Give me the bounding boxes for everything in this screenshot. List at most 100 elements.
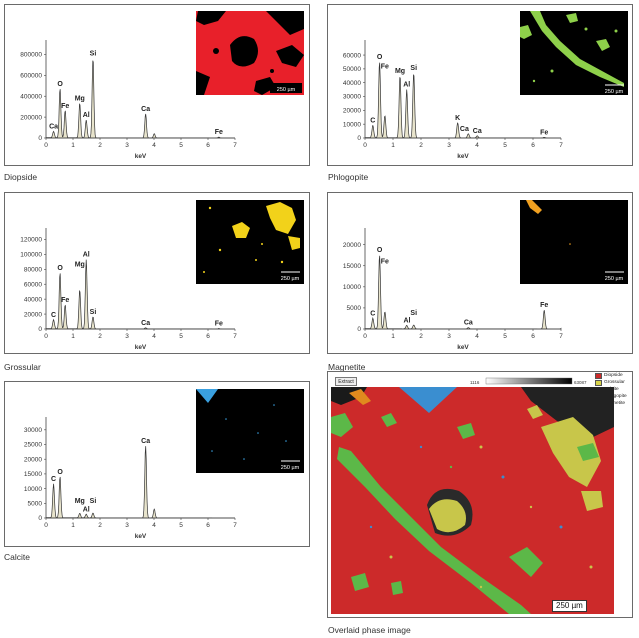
peak-label: C (51, 476, 56, 483)
caption-calcite: Calcite (4, 552, 30, 562)
peak-label: Ca (141, 438, 150, 445)
y-tick-label: 30000 (343, 94, 361, 101)
peak-label: C (370, 118, 375, 125)
x-tick-label: 1 (71, 142, 75, 149)
x-tick-label: 5 (503, 142, 507, 149)
y-tick-label: 25000 (24, 442, 42, 449)
peak-label: Ca (49, 124, 58, 131)
caption-grossular: Grossular (4, 362, 41, 372)
x-tick-label: 1 (71, 522, 75, 529)
peak-label: Mg (75, 498, 85, 505)
colorbar-max-label: 63087 (574, 380, 587, 385)
x-tick-label: 2 (98, 142, 102, 149)
x-tick-label: 3 (447, 333, 451, 340)
x-axis-label: keV (457, 153, 469, 160)
spectrum-chart-phlogopite: 0 1 2 3 4 5 6 7 0 10000 20000 30000 40000 50000 60000 k… (343, 40, 563, 160)
x-tick-label: 0 (44, 142, 48, 149)
map-scale-label: 250 µm (281, 276, 300, 282)
y-tick-label: 30000 (24, 427, 42, 434)
x-tick-label: 5 (179, 333, 183, 340)
x-tick-label: 6 (206, 142, 210, 149)
element-map-diopside: 250 µm (196, 11, 304, 95)
peak-label: Fe (61, 103, 69, 110)
peak-label: Mg (75, 96, 85, 103)
colorbar-min-label: 1116 (470, 380, 480, 385)
y-tick-label: 40000 (343, 80, 361, 87)
element-map-phlogopite: 250 µm (520, 11, 628, 95)
spectrum-chart-calcite: 0 1 2 3 4 5 6 7 0 5000 10000 15000 20000 25000 30000 ke… (24, 417, 237, 540)
legend-label: Magnetite (604, 401, 626, 406)
peak-label: K (455, 115, 460, 122)
y-tick-label: 80000 (24, 267, 42, 274)
spectrum-chart-diopside: 0 1 2 3 4 5 6 7 0 200000 400000 600000 800000 keV Ca O F… (20, 40, 237, 160)
peak-label: Si (90, 309, 97, 316)
y-tick-label: 120000 (20, 237, 42, 244)
x-tick-label: 6 (206, 522, 210, 529)
x-tick-label: 1 (391, 333, 395, 340)
caption-overlay: Overlaid phase image (328, 625, 411, 635)
peak-label: O (377, 247, 383, 254)
peak-label: Fe (215, 129, 223, 136)
x-axis-label: keV (135, 344, 147, 351)
x-tick-label: 6 (531, 333, 535, 340)
x-tick-label: 1 (391, 142, 395, 149)
overlaid-phase-image (331, 387, 614, 614)
peak-label: Fe (540, 129, 548, 136)
peak-label: Al (403, 82, 410, 89)
y-tick-label: 400000 (20, 93, 42, 100)
y-tick-label: 10000 (343, 121, 361, 128)
legend-label: Phlogopite (604, 394, 627, 399)
peak-label: Si (410, 65, 417, 72)
peak-label: C (51, 312, 56, 319)
x-tick-label: 3 (447, 142, 451, 149)
x-tick-label: 7 (559, 142, 563, 149)
peak-label: Mg (75, 261, 85, 268)
legend-entry: Diopside (595, 372, 633, 379)
peak-label: Fe (61, 297, 69, 304)
y-tick-label: 60000 (343, 52, 361, 59)
y-tick-label: 0 (38, 515, 42, 522)
y-tick-label: 600000 (20, 73, 42, 80)
x-tick-label: 4 (152, 142, 156, 149)
extract-button[interactable]: Extract (335, 377, 357, 386)
x-tick-label: 3 (125, 333, 129, 340)
x-tick-label: 6 (531, 142, 535, 149)
peak-label: O (57, 265, 63, 272)
x-tick-label: 4 (152, 522, 156, 529)
peak-label: Ca (141, 320, 150, 327)
legend-swatch (595, 379, 602, 386)
peak-label: Al (83, 506, 90, 513)
caption-diopside: Diopside (4, 172, 38, 182)
x-axis-label: keV (135, 533, 147, 540)
y-tick-label: 20000 (343, 242, 361, 249)
x-tick-label: 4 (475, 333, 479, 340)
peak-label: Ca (464, 320, 473, 327)
peak-label: Ca (141, 106, 150, 113)
y-tick-label: 20000 (24, 456, 42, 463)
peak-label: O (57, 81, 63, 88)
legend-swatch (595, 372, 602, 379)
y-tick-label: 0 (38, 135, 42, 142)
y-tick-label: 0 (357, 326, 361, 333)
y-tick-label: 60000 (24, 281, 42, 288)
x-tick-label: 4 (152, 333, 156, 340)
peak-label: Al (83, 112, 90, 119)
peak-label: C (370, 310, 375, 317)
y-tick-label: 10000 (24, 486, 42, 493)
x-tick-label: 2 (419, 333, 423, 340)
peak-label: Fe (540, 302, 548, 309)
peak-label: Si (90, 498, 97, 505)
peak-label: Al (83, 252, 90, 259)
x-tick-label: 0 (363, 333, 367, 340)
x-tick-label: 5 (503, 333, 507, 340)
y-tick-label: 0 (38, 326, 42, 333)
x-axis-label: keV (457, 344, 469, 351)
map-scale-label: 250 µm (605, 276, 624, 282)
y-tick-label: 0 (357, 135, 361, 142)
peak-label: Al (404, 318, 411, 325)
caption-phlogopite: Phlogopite (328, 172, 369, 182)
y-tick-label: 15000 (24, 471, 42, 478)
x-tick-label: 5 (179, 142, 183, 149)
x-tick-label: 7 (233, 142, 237, 149)
